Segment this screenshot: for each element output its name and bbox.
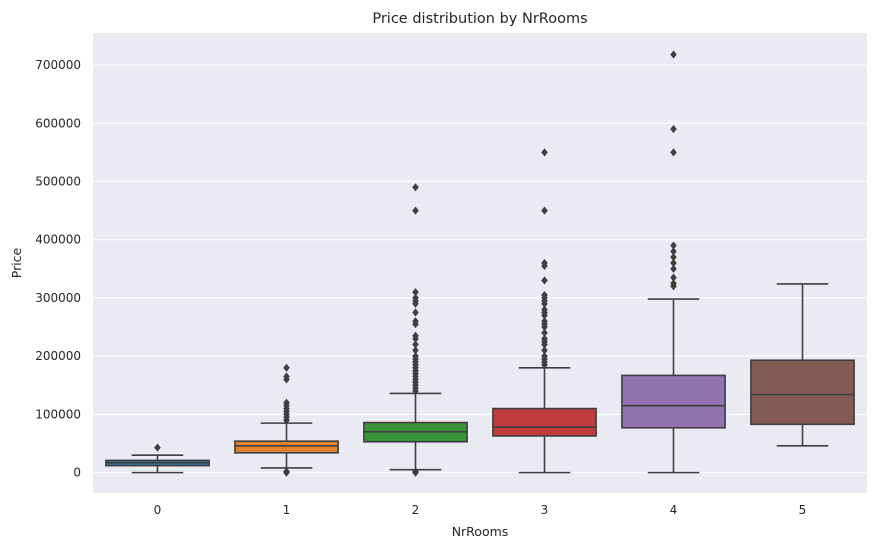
outlier-point — [541, 258, 548, 268]
outlier-point — [412, 183, 419, 192]
y-tick-label: 700000 — [35, 58, 81, 72]
outlier-point — [670, 273, 677, 282]
outlier-point — [541, 206, 548, 215]
x-axis-title: NrRooms — [452, 524, 509, 539]
outlier-point — [670, 253, 677, 262]
outlier-point — [412, 467, 419, 476]
iqr-box — [492, 407, 597, 437]
y-tick-label: 600000 — [35, 116, 81, 130]
y-tick-label: 500000 — [35, 174, 81, 188]
outlier-point — [670, 124, 677, 134]
iqr-box — [750, 359, 855, 426]
y-tick-label: 100000 — [35, 407, 81, 421]
outlier-point — [283, 363, 290, 372]
chart-title: Price distribution by NrRooms — [372, 11, 587, 27]
outlier-point — [541, 290, 548, 300]
gridlines — [93, 64, 867, 474]
box-5 — [750, 283, 855, 447]
outlier-point — [412, 206, 419, 215]
outlier-point — [541, 276, 548, 285]
outlier-point — [670, 148, 677, 157]
iqr-box — [621, 374, 726, 429]
outlier-point — [154, 443, 161, 452]
outlier-point — [541, 328, 548, 337]
outlier-point — [670, 50, 677, 59]
x-tick-label: 3 — [541, 503, 549, 517]
box-4 — [621, 50, 726, 474]
outlier-point — [412, 340, 419, 349]
outlier-point — [412, 288, 419, 297]
x-tick-label: 2 — [412, 503, 420, 517]
outlier-point — [541, 305, 548, 314]
y-tick-label: 300000 — [35, 291, 81, 305]
outlier-point — [541, 148, 548, 157]
x-axis-ticks: 0 1 2 3 4 5 — [154, 503, 807, 517]
x-tick-label: 4 — [670, 503, 678, 517]
box-2 — [363, 183, 468, 477]
box-3 — [492, 148, 597, 474]
iqr-box — [234, 440, 339, 454]
box-series — [105, 50, 855, 477]
y-axis-ticks: 0 100000 200000 300000 400000 500000 600000 700… — [35, 58, 81, 480]
outlier-point — [412, 293, 419, 303]
outlier-point — [412, 317, 419, 326]
box-0 — [105, 443, 210, 474]
outlier-point — [541, 334, 548, 343]
y-axis-title: Price — [9, 247, 24, 278]
outlier-point — [283, 467, 290, 476]
y-tick-label: 400000 — [35, 233, 81, 247]
outlier-point — [541, 346, 548, 355]
outlier-point — [541, 317, 548, 326]
outlier-point — [670, 241, 677, 250]
outlier-point — [412, 352, 419, 361]
x-tick-label: 5 — [799, 503, 807, 517]
y-tick-label: 200000 — [35, 349, 81, 363]
x-tick-label: 1 — [283, 503, 291, 517]
outlier-point — [283, 398, 290, 407]
x-tick-label: 0 — [154, 503, 162, 517]
outlier-point — [412, 346, 419, 355]
outlier-point — [283, 372, 290, 381]
box-1 — [234, 363, 339, 477]
outlier-point — [670, 279, 677, 288]
outlier-point — [412, 331, 419, 340]
outlier-point — [541, 352, 548, 361]
y-tick-label: 0 — [73, 466, 81, 480]
outlier-point — [670, 264, 677, 273]
outlier-point — [412, 308, 419, 317]
outlier-point — [670, 247, 677, 256]
plot-background — [93, 33, 867, 493]
outlier-point — [670, 258, 677, 268]
